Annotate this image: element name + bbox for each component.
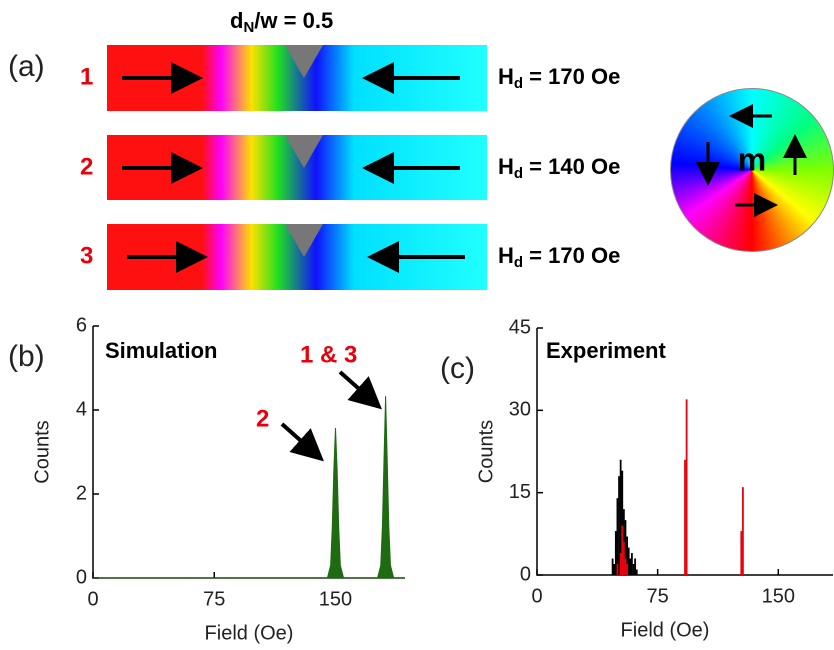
x-tick-label: 150 xyxy=(762,585,795,607)
bar xyxy=(631,553,633,575)
row-label: 1 xyxy=(80,63,93,90)
y-tick-label: 45 xyxy=(509,316,531,338)
annotation: 2 xyxy=(256,405,269,432)
area xyxy=(93,396,405,579)
y-tick-label: 0 xyxy=(520,563,531,585)
y-axis-label: Counts xyxy=(475,420,497,483)
bar xyxy=(616,498,619,575)
field-rest: = 170 Oe xyxy=(523,64,620,89)
title-main: d xyxy=(230,8,243,33)
bar xyxy=(685,399,688,575)
annotation-arrows xyxy=(280,370,382,462)
annotation: Experiment xyxy=(546,338,666,363)
field-label: Hd = 140 Oe xyxy=(498,154,620,182)
wheel-label: m xyxy=(738,141,766,177)
bar xyxy=(618,476,620,575)
x-tick-label: 0 xyxy=(87,588,98,610)
title-rest: /w = 0.5 xyxy=(254,8,333,33)
bar xyxy=(624,520,627,575)
bar xyxy=(613,564,616,575)
bar xyxy=(616,564,619,575)
panel-title: dN/w = 0.5 xyxy=(230,8,333,36)
field-label: Hd = 170 Oe xyxy=(498,64,620,92)
annotation: Simulation xyxy=(105,338,217,363)
bar xyxy=(684,459,686,575)
bar xyxy=(629,558,632,575)
x-axis-label: Field (Oe) xyxy=(205,622,294,644)
annotation: 1 & 3 xyxy=(300,341,357,368)
y-tick-label: 4 xyxy=(76,398,87,420)
field-main: H xyxy=(498,243,514,268)
x-tick-label: 150 xyxy=(319,588,352,610)
bar xyxy=(740,531,743,575)
bar xyxy=(626,536,628,575)
bar xyxy=(619,459,622,575)
bar xyxy=(611,558,614,575)
wheel-arrows xyxy=(696,104,807,217)
y-tick-label: 30 xyxy=(509,399,531,421)
y-tick-label: 15 xyxy=(509,481,531,503)
bar xyxy=(622,542,625,575)
bar xyxy=(619,553,622,575)
panel-label: (c) xyxy=(440,352,475,385)
x-tick-label: 75 xyxy=(647,585,669,607)
field-sub: d xyxy=(514,75,523,92)
field-sub: d xyxy=(514,254,523,271)
row-label: 3 xyxy=(80,242,93,269)
field-rest: = 170 Oe xyxy=(523,243,620,268)
bar xyxy=(635,569,638,575)
field-label: Hd = 170 Oe xyxy=(498,243,620,271)
bar xyxy=(742,487,744,575)
x-axis-label: Field (Oe) xyxy=(621,619,710,641)
y-tick-label: 2 xyxy=(76,482,87,504)
field-main: H xyxy=(498,64,514,89)
x-tick-label: 75 xyxy=(203,588,225,610)
field-main: H xyxy=(498,154,514,179)
bar xyxy=(627,547,630,575)
panel-label: (b) xyxy=(8,340,45,373)
row-label: 2 xyxy=(80,153,93,180)
bar xyxy=(624,558,627,575)
bar xyxy=(614,531,617,575)
strips xyxy=(107,45,487,290)
title-sub: N xyxy=(243,19,254,36)
field-rest: = 140 Oe xyxy=(523,154,620,179)
x-tick-label: 0 xyxy=(531,585,542,607)
bar xyxy=(626,564,628,575)
bar xyxy=(621,470,624,575)
field-sub: d xyxy=(514,165,523,182)
y-axis-label: Counts xyxy=(31,420,53,483)
y-tick-label: 6 xyxy=(76,314,87,336)
y-tick-label: 0 xyxy=(76,566,87,588)
panel-label: (a) xyxy=(8,50,45,83)
bar xyxy=(621,525,624,575)
bar xyxy=(634,558,637,575)
bar xyxy=(632,564,635,575)
axes xyxy=(92,326,405,579)
